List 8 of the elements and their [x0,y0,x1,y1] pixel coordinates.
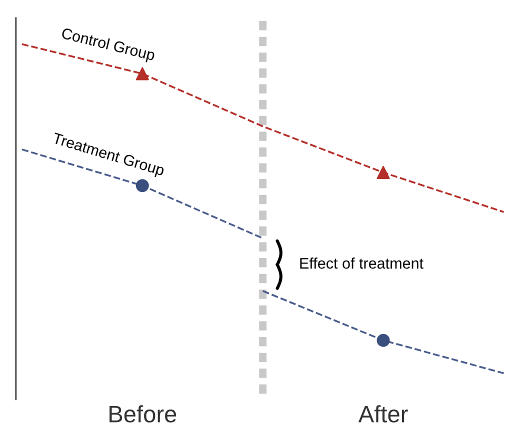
x-tick-label: After [358,405,408,422]
annotation: Effect of treatment [300,258,424,269]
point [136,67,149,80]
text: Control Group [60,27,156,64]
point [136,179,149,192]
point [376,166,390,179]
x-tick-label: Before [110,405,176,422]
point [376,334,390,347]
